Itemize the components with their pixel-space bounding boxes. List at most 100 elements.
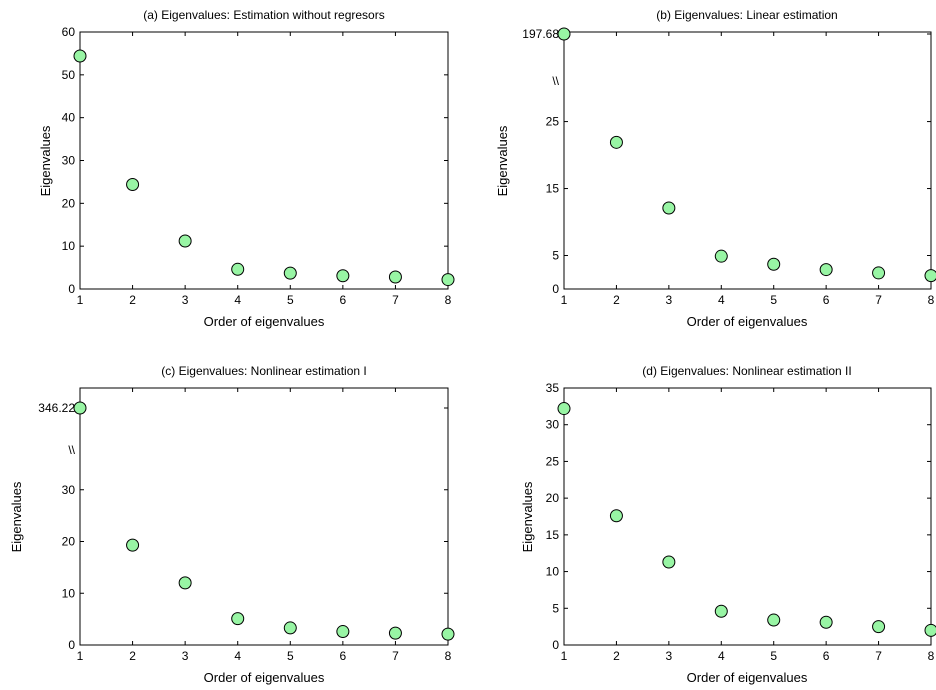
x-tick-label: 8	[928, 293, 935, 307]
data-point	[872, 266, 886, 280]
x-tick-label: 4	[718, 649, 725, 663]
panel-a-xlabel: Order of eigenvalues	[204, 314, 325, 329]
data-point	[126, 177, 140, 191]
x-tick-label: 5	[770, 649, 777, 663]
data-point	[557, 27, 571, 41]
data-point	[178, 576, 192, 590]
y-tick-label: 15	[546, 528, 560, 542]
y-tick-label: 40	[62, 111, 76, 125]
panel-a-plot: 1 2 3 4 5 6 7 8 0 10 20 30 40 50 60	[62, 25, 455, 307]
panel-a: (a) Eigenvalues: Estimation without regr…	[38, 8, 455, 329]
x-tick-label: 5	[287, 293, 294, 307]
panel-c-xlabel: Order of eigenvalues	[204, 670, 325, 685]
data-point	[231, 262, 245, 276]
x-tick-label: 6	[823, 649, 830, 663]
data-point	[819, 615, 833, 629]
y-tick-label: 25	[546, 115, 560, 129]
panel-b-plot: 1 2 3 4 5 6 7 8 0 5 15 25 197.68 \\	[522, 27, 936, 307]
y-tick-label: 20	[62, 535, 76, 549]
x-tick-label: 4	[718, 293, 725, 307]
panel-c-title: (c) Eigenvalues: Nonlinear estimation I	[161, 364, 366, 378]
axis-break-mark: \\	[552, 74, 559, 88]
x-tick-label: 8	[445, 649, 452, 663]
y-tick-label: 50	[62, 68, 76, 82]
data-point	[283, 266, 297, 280]
x-tick-label: 4	[234, 293, 241, 307]
x-tick-label: 6	[340, 649, 347, 663]
panel-d-ylabel: Eigenvalues	[520, 481, 535, 552]
x-tick-label: 7	[392, 293, 399, 307]
x-tick-label: 6	[340, 293, 347, 307]
y-tick-label: 35	[546, 381, 560, 395]
x-tick-label: 2	[129, 293, 136, 307]
data-point	[73, 49, 87, 63]
panel-c: (c) Eigenvalues: Nonlinear estimation I …	[9, 364, 455, 685]
data-point	[388, 270, 402, 284]
data-point	[767, 613, 781, 627]
panel-a-title: (a) Eigenvalues: Estimation without regr…	[143, 8, 384, 22]
data-point	[441, 273, 455, 287]
y-tick-label: 197.68	[522, 27, 559, 41]
x-tick-label: 1	[561, 293, 568, 307]
x-tick-label: 6	[823, 293, 830, 307]
y-tick-label: 30	[546, 418, 560, 432]
data-point	[924, 269, 936, 283]
x-tick-label: 3	[666, 649, 673, 663]
x-tick-label: 3	[182, 293, 189, 307]
x-tick-label: 2	[613, 293, 620, 307]
x-tick-label: 3	[666, 293, 673, 307]
panel-d-xlabel: Order of eigenvalues	[687, 670, 808, 685]
y-tick-label: 0	[552, 282, 559, 296]
y-tick-label: 60	[62, 25, 76, 39]
x-tick-label: 7	[875, 293, 882, 307]
x-tick-label: 8	[445, 293, 452, 307]
y-tick-label: 25	[546, 454, 560, 468]
data-point	[714, 604, 728, 618]
y-tick-label: 346.22	[38, 401, 75, 415]
panel-c-frame	[79, 387, 449, 646]
data-point	[872, 620, 886, 634]
data-point	[557, 402, 571, 416]
y-tick-label: 5	[552, 249, 559, 263]
axis-break-mark: \\	[68, 443, 75, 457]
panel-a-ylabel: Eigenvalues	[38, 125, 53, 196]
data-point	[609, 509, 623, 523]
panel-b-title: (b) Eigenvalues: Linear estimation	[656, 8, 837, 22]
panel-c-ylabel: Eigenvalues	[9, 481, 24, 552]
y-tick-label: 10	[546, 565, 560, 579]
data-point	[336, 625, 350, 639]
data-point	[609, 135, 623, 149]
y-tick-label: 20	[62, 196, 76, 210]
y-tick-label: 30	[62, 483, 76, 497]
data-point	[662, 201, 676, 215]
x-tick-label: 7	[392, 649, 399, 663]
x-tick-label: 2	[613, 649, 620, 663]
y-tick-label: 5	[552, 601, 559, 615]
data-point	[388, 626, 402, 640]
x-tick-label: 4	[234, 649, 241, 663]
panel-b-ylabel: Eigenvalues	[495, 125, 510, 196]
data-point	[231, 612, 245, 626]
x-tick-label: 8	[928, 649, 935, 663]
x-tick-label: 3	[182, 649, 189, 663]
x-tick-label: 5	[287, 649, 294, 663]
panel-d-title: (d) Eigenvalues: Nonlinear estimation II	[642, 364, 851, 378]
data-point	[714, 249, 728, 263]
y-tick-label: 20	[546, 491, 560, 505]
y-tick-label: 0	[68, 282, 75, 296]
y-tick-label: 10	[62, 586, 76, 600]
data-point	[662, 555, 676, 569]
y-tick-label: 0	[68, 638, 75, 652]
data-point	[336, 269, 350, 283]
data-point	[924, 623, 936, 637]
y-tick-label: 30	[62, 154, 76, 168]
x-tick-label: 7	[875, 649, 882, 663]
data-point	[767, 257, 781, 271]
panel-d-plot: 1 2 3 4 5 6 7 8 0 5 10 15 20 25 30 35	[546, 381, 936, 663]
panel-b-xlabel: Order of eigenvalues	[687, 314, 808, 329]
x-tick-label: 5	[770, 293, 777, 307]
y-tick-label: 10	[62, 239, 76, 253]
y-tick-label: 0	[552, 638, 559, 652]
